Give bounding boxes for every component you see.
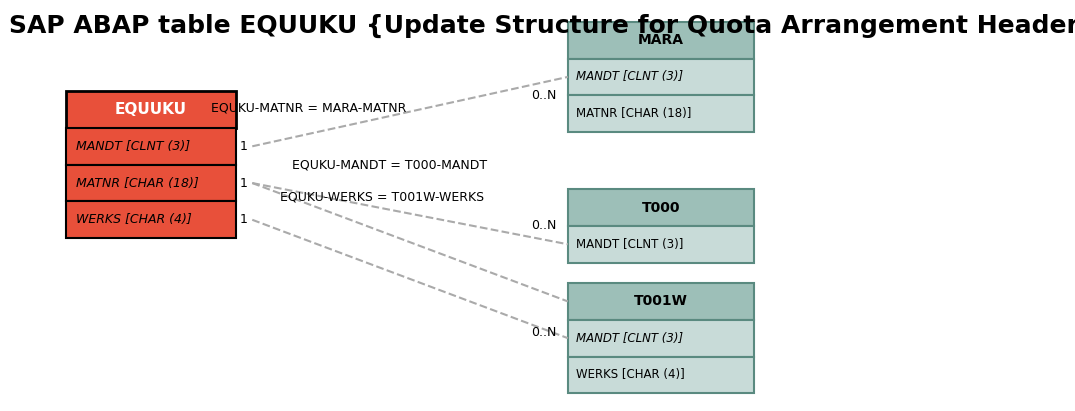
Text: 1: 1 bbox=[240, 177, 248, 189]
Text: MATNR [CHAR (18)]: MATNR [CHAR (18)] bbox=[76, 177, 199, 189]
Text: T001W: T001W bbox=[634, 294, 688, 308]
Text: T000: T000 bbox=[642, 201, 680, 215]
Text: MANDT [CLNT (3)]: MANDT [CLNT (3)] bbox=[576, 332, 683, 345]
FancyBboxPatch shape bbox=[568, 320, 754, 356]
FancyBboxPatch shape bbox=[67, 165, 236, 201]
Text: MANDT [CLNT (3)]: MANDT [CLNT (3)] bbox=[576, 70, 683, 83]
Text: WERKS [CHAR (4)]: WERKS [CHAR (4)] bbox=[76, 213, 191, 226]
Text: MATNR [CHAR (18)]: MATNR [CHAR (18)] bbox=[576, 107, 691, 120]
FancyBboxPatch shape bbox=[67, 91, 236, 128]
Text: 0..N: 0..N bbox=[531, 326, 557, 339]
Text: SAP ABAP table EQUUKU {Update Structure for Quota Arrangement Header}: SAP ABAP table EQUUKU {Update Structure … bbox=[10, 14, 1075, 38]
FancyBboxPatch shape bbox=[568, 22, 754, 58]
Text: MANDT [CLNT (3)]: MANDT [CLNT (3)] bbox=[76, 140, 190, 153]
FancyBboxPatch shape bbox=[568, 58, 754, 95]
Text: EQUKU-MATNR = MARA-MATNR: EQUKU-MATNR = MARA-MATNR bbox=[211, 101, 406, 114]
FancyBboxPatch shape bbox=[67, 201, 236, 238]
Text: EQUUKU: EQUUKU bbox=[115, 102, 187, 117]
FancyBboxPatch shape bbox=[67, 128, 236, 165]
Text: 0..N: 0..N bbox=[531, 219, 557, 232]
FancyBboxPatch shape bbox=[568, 189, 754, 226]
FancyBboxPatch shape bbox=[568, 226, 754, 263]
Text: MARA: MARA bbox=[637, 33, 684, 47]
FancyBboxPatch shape bbox=[568, 95, 754, 132]
Text: WERKS [CHAR (4)]: WERKS [CHAR (4)] bbox=[576, 368, 685, 381]
Text: 1: 1 bbox=[240, 213, 248, 226]
FancyBboxPatch shape bbox=[568, 356, 754, 393]
Text: 0..N: 0..N bbox=[531, 89, 557, 102]
Text: 1: 1 bbox=[240, 140, 248, 153]
Text: EQUKU-MANDT = T000-MANDT: EQUKU-MANDT = T000-MANDT bbox=[292, 158, 487, 171]
Text: MANDT [CLNT (3)]: MANDT [CLNT (3)] bbox=[576, 238, 684, 251]
FancyBboxPatch shape bbox=[568, 283, 754, 320]
Text: EQUKU-WERKS = T001W-WERKS: EQUKU-WERKS = T001W-WERKS bbox=[280, 191, 484, 204]
